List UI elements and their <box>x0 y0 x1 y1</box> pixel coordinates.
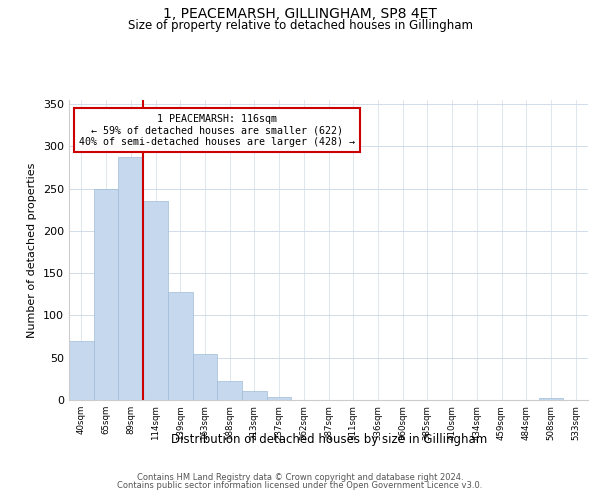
Text: 1, PEACEMARSH, GILLINGHAM, SP8 4ET: 1, PEACEMARSH, GILLINGHAM, SP8 4ET <box>163 8 437 22</box>
Text: Contains public sector information licensed under the Open Government Licence v3: Contains public sector information licen… <box>118 481 482 490</box>
Text: Contains HM Land Registry data © Crown copyright and database right 2024.: Contains HM Land Registry data © Crown c… <box>137 472 463 482</box>
Text: 1 PEACEMARSH: 116sqm
← 59% of detached houses are smaller (622)
40% of semi-deta: 1 PEACEMARSH: 116sqm ← 59% of detached h… <box>79 114 355 146</box>
Bar <box>69 341 94 400</box>
Bar <box>118 158 143 400</box>
Bar <box>267 396 292 400</box>
Bar <box>193 354 217 400</box>
Bar <box>242 390 267 400</box>
Text: Distribution of detached houses by size in Gillingham: Distribution of detached houses by size … <box>170 432 487 446</box>
Bar <box>217 382 242 400</box>
Bar <box>168 292 193 400</box>
Bar <box>143 200 168 400</box>
Bar <box>539 398 563 400</box>
Y-axis label: Number of detached properties: Number of detached properties <box>28 162 37 338</box>
Bar <box>94 188 118 400</box>
Text: Size of property relative to detached houses in Gillingham: Size of property relative to detached ho… <box>128 18 473 32</box>
